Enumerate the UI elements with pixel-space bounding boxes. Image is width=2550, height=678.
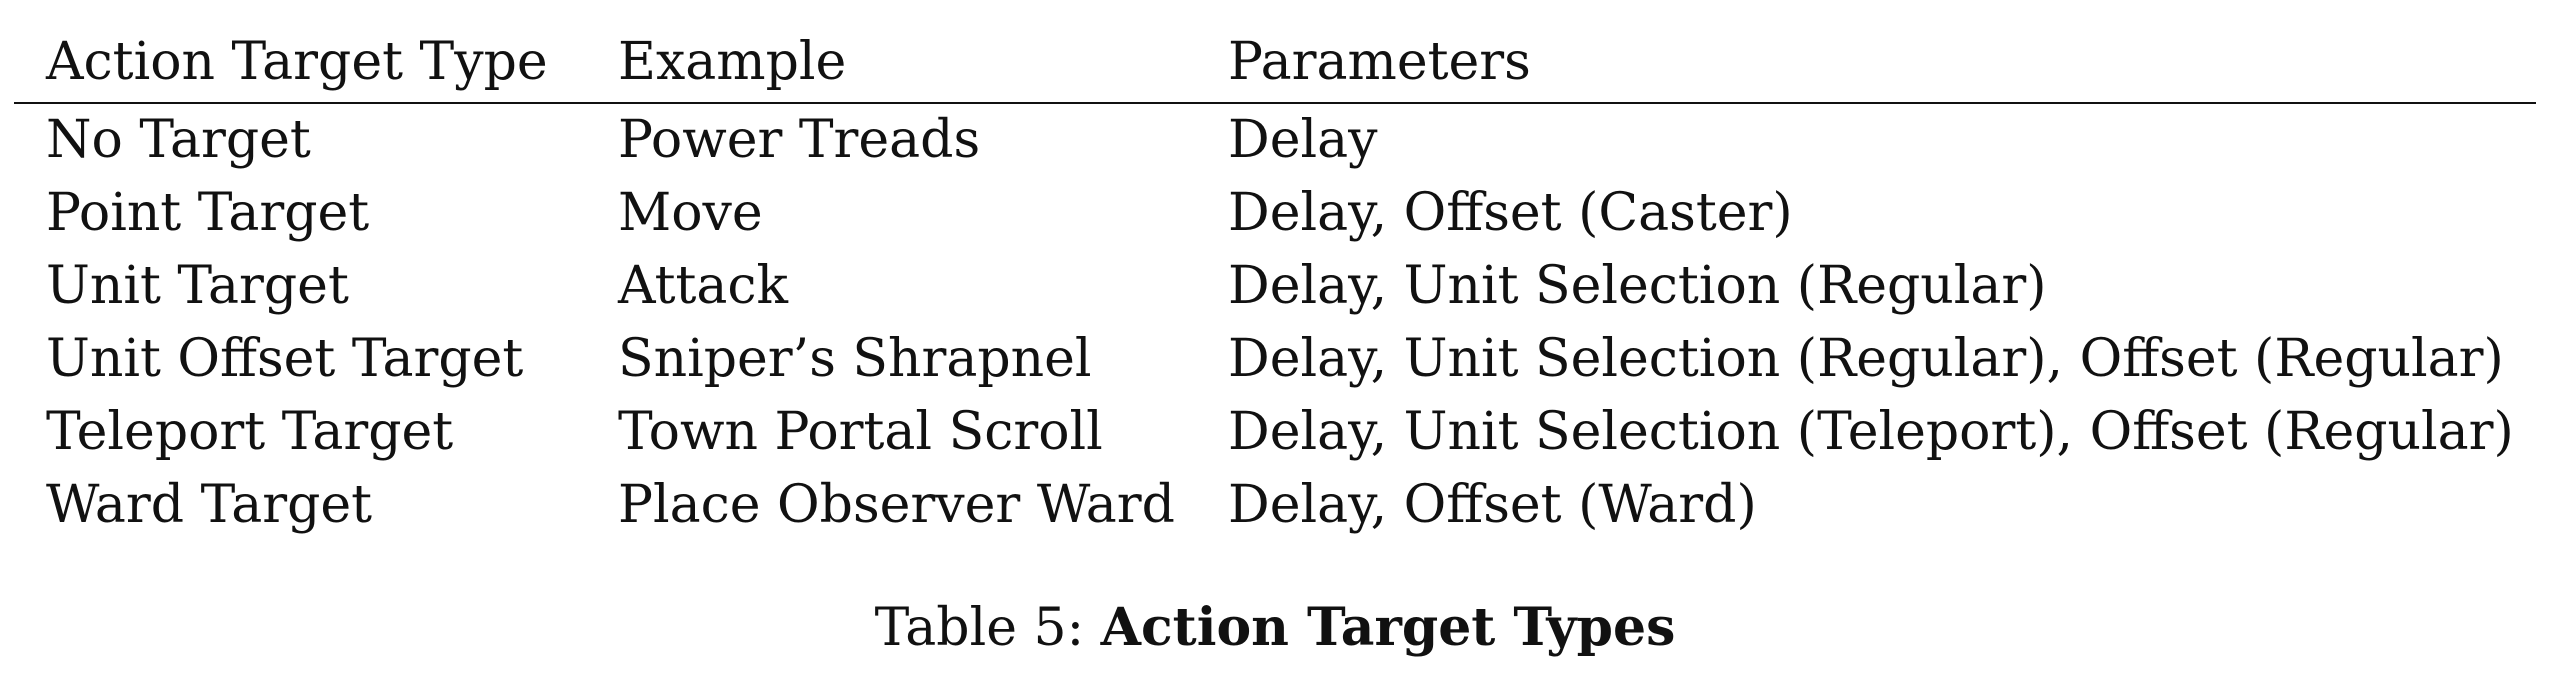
table-body: No Target Power Treads Delay Point Targe… bbox=[14, 104, 2536, 542]
table-row: Ward Target Place Observer Ward Delay, O… bbox=[14, 469, 2536, 542]
cell-target-type: Point Target bbox=[46, 183, 370, 243]
header-parameters: Parameters bbox=[1228, 32, 1531, 92]
table-header-row: Action Target Type Example Parameters bbox=[14, 22, 2536, 102]
cell-target-type: No Target bbox=[46, 110, 311, 170]
cell-parameters: Delay, Unit Selection (Regular), Offset … bbox=[1228, 329, 2504, 389]
cell-example: Attack bbox=[618, 256, 789, 316]
cell-example: Place Observer Ward bbox=[618, 475, 1175, 535]
cell-parameters: Delay bbox=[1228, 110, 1378, 170]
table-row: Unit Offset Target Sniper’s Shrapnel Del… bbox=[14, 323, 2536, 396]
cell-example: Power Treads bbox=[618, 110, 981, 170]
cell-example: Move bbox=[618, 183, 763, 243]
table-row: Point Target Move Delay, Offset (Caster) bbox=[14, 177, 2536, 250]
cell-target-type: Teleport Target bbox=[46, 402, 454, 462]
table-caption: Table 5: Action Target Types bbox=[0, 588, 2550, 668]
cell-parameters: Delay, Unit Selection (Regular) bbox=[1228, 256, 2047, 316]
cell-parameters: Delay, Offset (Ward) bbox=[1228, 475, 1757, 535]
table-row: Teleport Target Town Portal Scroll Delay… bbox=[14, 396, 2536, 469]
cell-parameters: Delay, Unit Selection (Teleport), Offset… bbox=[1228, 402, 2514, 462]
table-row: Unit Target Attack Delay, Unit Selection… bbox=[14, 250, 2536, 323]
caption-prefix: Table 5: bbox=[874, 598, 1101, 658]
cell-target-type: Ward Target bbox=[46, 475, 373, 535]
header-example: Example bbox=[618, 32, 847, 92]
header-rule bbox=[14, 102, 2536, 104]
header-action-target-type: Action Target Type bbox=[46, 32, 548, 92]
cell-target-type: Unit Target bbox=[46, 256, 349, 316]
caption-title: Action Target Types bbox=[1100, 597, 1676, 658]
cell-example: Sniper’s Shrapnel bbox=[618, 329, 1092, 389]
cell-target-type: Unit Offset Target bbox=[46, 329, 524, 389]
cell-example: Town Portal Scroll bbox=[618, 402, 1103, 462]
cell-parameters: Delay, Offset (Caster) bbox=[1228, 183, 1793, 243]
table-row: No Target Power Treads Delay bbox=[14, 104, 2536, 177]
